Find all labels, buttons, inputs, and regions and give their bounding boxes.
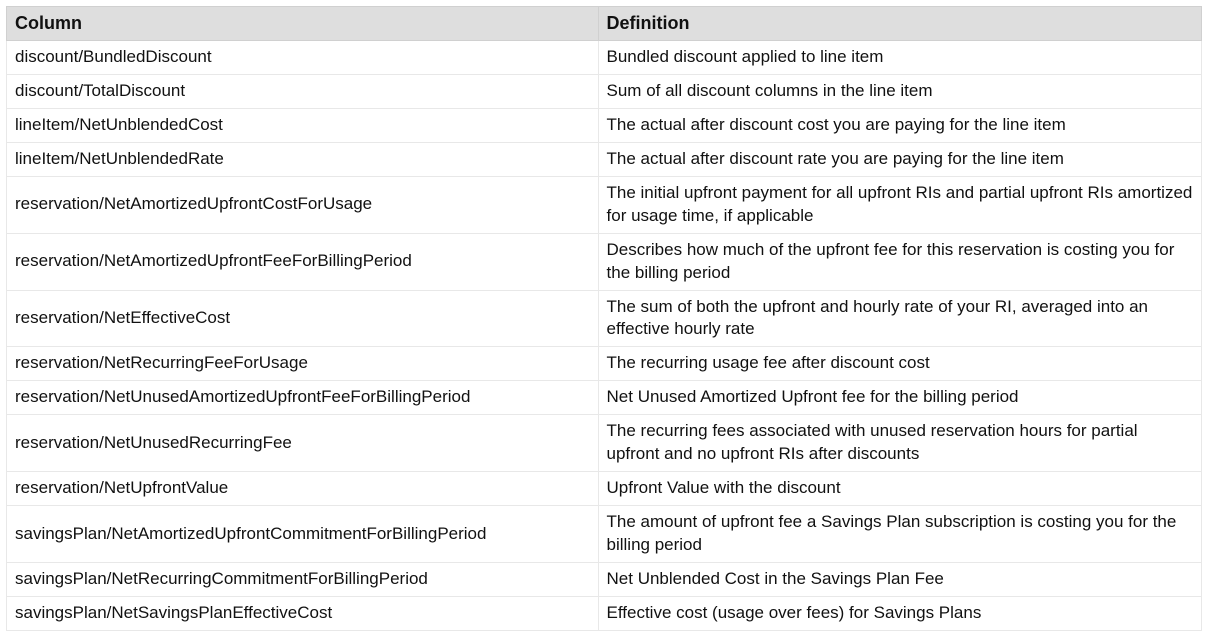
table-row: lineItem/NetUnblendedCost The actual aft… bbox=[7, 108, 1202, 142]
table-header-row: Column Definition bbox=[7, 7, 1202, 41]
cell-column: reservation/NetUnusedAmortizedUpfrontFee… bbox=[7, 381, 599, 415]
table-row: reservation/NetEffectiveCost The sum of … bbox=[7, 290, 1202, 347]
table-row: discount/TotalDiscount Sum of all discou… bbox=[7, 74, 1202, 108]
cell-column: reservation/NetAmortizedUpfrontFeeForBil… bbox=[7, 233, 599, 290]
table-row: savingsPlan/NetRecurringCommitmentForBil… bbox=[7, 562, 1202, 596]
cell-definition: Net Unused Amortized Upfront fee for the… bbox=[598, 381, 1201, 415]
cell-definition: The amount of upfront fee a Savings Plan… bbox=[598, 506, 1201, 563]
cell-column: lineItem/NetUnblendedCost bbox=[7, 108, 599, 142]
cell-definition: The actual after discount rate you are p… bbox=[598, 142, 1201, 176]
cell-definition: The actual after discount cost you are p… bbox=[598, 108, 1201, 142]
table-row: reservation/NetUnusedRecurringFee The re… bbox=[7, 415, 1202, 472]
table-row: reservation/NetAmortizedUpfrontFeeForBil… bbox=[7, 233, 1202, 290]
cell-definition: Bundled discount applied to line item bbox=[598, 41, 1201, 75]
cell-column: reservation/NetAmortizedUpfrontCostForUs… bbox=[7, 176, 599, 233]
cell-column: savingsPlan/NetAmortizedUpfrontCommitmen… bbox=[7, 506, 599, 563]
table-row: reservation/NetUnusedAmortizedUpfrontFee… bbox=[7, 381, 1202, 415]
table-row: lineItem/NetUnblendedRate The actual aft… bbox=[7, 142, 1202, 176]
cell-column: reservation/NetEffectiveCost bbox=[7, 290, 599, 347]
cell-definition: The initial upfront payment for all upfr… bbox=[598, 176, 1201, 233]
cell-column: discount/BundledDiscount bbox=[7, 41, 599, 75]
cell-column: savingsPlan/NetSavingsPlanEffectiveCost bbox=[7, 596, 599, 630]
cell-definition: Describes how much of the upfront fee fo… bbox=[598, 233, 1201, 290]
cell-column: savingsPlan/NetRecurringCommitmentForBil… bbox=[7, 562, 599, 596]
header-column: Column bbox=[7, 7, 599, 41]
table-row: reservation/NetUpfrontValue Upfront Valu… bbox=[7, 472, 1202, 506]
table-row: reservation/NetAmortizedUpfrontCostForUs… bbox=[7, 176, 1202, 233]
cell-column: discount/TotalDiscount bbox=[7, 74, 599, 108]
cell-definition: Net Unblended Cost in the Savings Plan F… bbox=[598, 562, 1201, 596]
header-definition: Definition bbox=[598, 7, 1201, 41]
cell-column: reservation/NetUpfrontValue bbox=[7, 472, 599, 506]
cell-definition: The recurring fees associated with unuse… bbox=[598, 415, 1201, 472]
cell-column: reservation/NetUnusedRecurringFee bbox=[7, 415, 599, 472]
cell-column: lineItem/NetUnblendedRate bbox=[7, 142, 599, 176]
table-row: reservation/NetRecurringFeeForUsage The … bbox=[7, 347, 1202, 381]
cell-definition: Effective cost (usage over fees) for Sav… bbox=[598, 596, 1201, 630]
table-row: discount/BundledDiscount Bundled discoun… bbox=[7, 41, 1202, 75]
cell-definition: The recurring usage fee after discount c… bbox=[598, 347, 1201, 381]
cell-definition: Upfront Value with the discount bbox=[598, 472, 1201, 506]
table-row: savingsPlan/NetSavingsPlanEffectiveCost … bbox=[7, 596, 1202, 630]
table-row: savingsPlan/NetAmortizedUpfrontCommitmen… bbox=[7, 506, 1202, 563]
definitions-table: Column Definition discount/BundledDiscou… bbox=[6, 6, 1202, 631]
cell-column: reservation/NetRecurringFeeForUsage bbox=[7, 347, 599, 381]
cell-definition: The sum of both the upfront and hourly r… bbox=[598, 290, 1201, 347]
cell-definition: Sum of all discount columns in the line … bbox=[598, 74, 1201, 108]
